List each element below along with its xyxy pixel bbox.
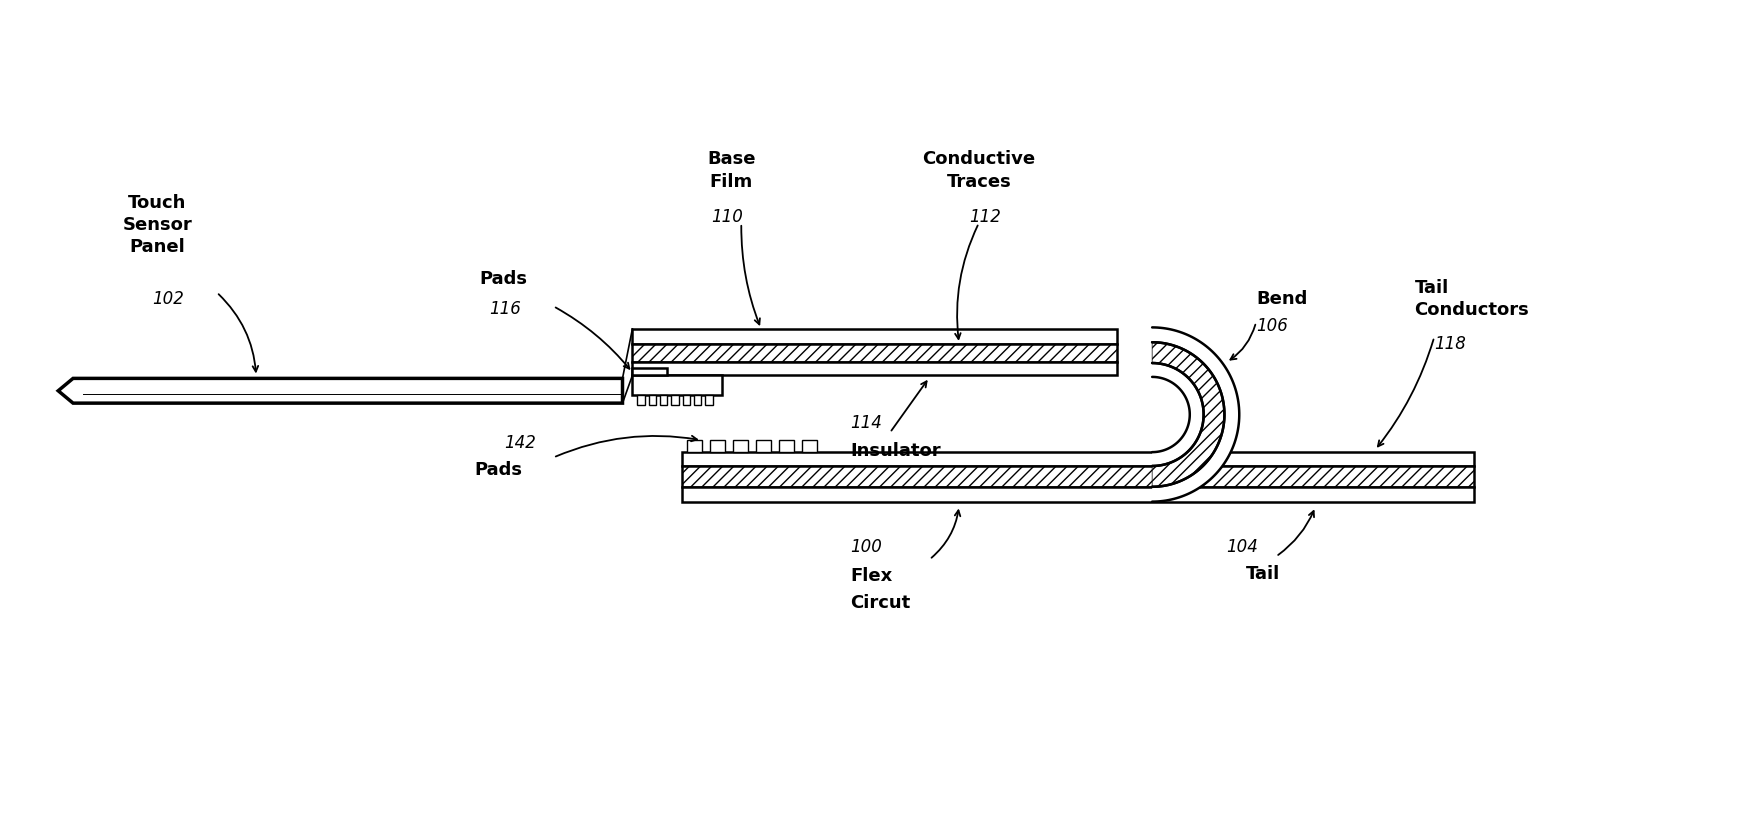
Bar <box>659 395 668 405</box>
Text: 102: 102 <box>153 290 184 308</box>
Bar <box>682 466 1473 486</box>
Text: Flex: Flex <box>850 567 892 586</box>
Text: Insulator: Insulator <box>850 441 941 460</box>
Text: Conductive
Traces: Conductive Traces <box>922 151 1035 191</box>
Bar <box>756 441 770 452</box>
Text: 114: 114 <box>850 414 882 432</box>
Polygon shape <box>57 378 623 403</box>
Text: Base
Film: Base Film <box>706 151 755 191</box>
Bar <box>682 395 690 405</box>
Bar <box>671 395 678 405</box>
Bar <box>631 376 722 395</box>
Bar <box>704 395 713 405</box>
Bar <box>631 362 1116 376</box>
Bar <box>710 441 725 452</box>
Bar <box>631 329 1116 344</box>
Bar <box>779 441 793 452</box>
Text: Touch
Sensor
Panel: Touch Sensor Panel <box>122 194 191 256</box>
Polygon shape <box>1151 342 1224 486</box>
Text: 112: 112 <box>969 208 1000 226</box>
Text: Tail
Conductors: Tail Conductors <box>1414 279 1529 319</box>
Text: Pads: Pads <box>480 271 527 288</box>
Text: Pads: Pads <box>473 461 522 480</box>
Text: 118: 118 <box>1433 335 1466 352</box>
Bar <box>732 441 748 452</box>
Bar <box>802 441 817 452</box>
Bar <box>631 344 1116 362</box>
Text: Tail: Tail <box>1245 566 1280 583</box>
Text: 100: 100 <box>850 537 882 556</box>
Text: Circut: Circut <box>850 594 909 612</box>
Bar <box>682 452 1473 466</box>
Text: 142: 142 <box>503 434 536 451</box>
Bar <box>694 395 701 405</box>
Polygon shape <box>1151 327 1238 501</box>
Text: 104: 104 <box>1226 537 1257 556</box>
Bar <box>636 395 645 405</box>
Text: Bend: Bend <box>1256 290 1306 308</box>
Text: 110: 110 <box>711 208 743 226</box>
Bar <box>687 441 701 452</box>
Bar <box>649 395 656 405</box>
Bar <box>682 486 1473 501</box>
Bar <box>631 368 666 376</box>
Text: 116: 116 <box>489 300 520 318</box>
Text: 106: 106 <box>1256 317 1287 335</box>
